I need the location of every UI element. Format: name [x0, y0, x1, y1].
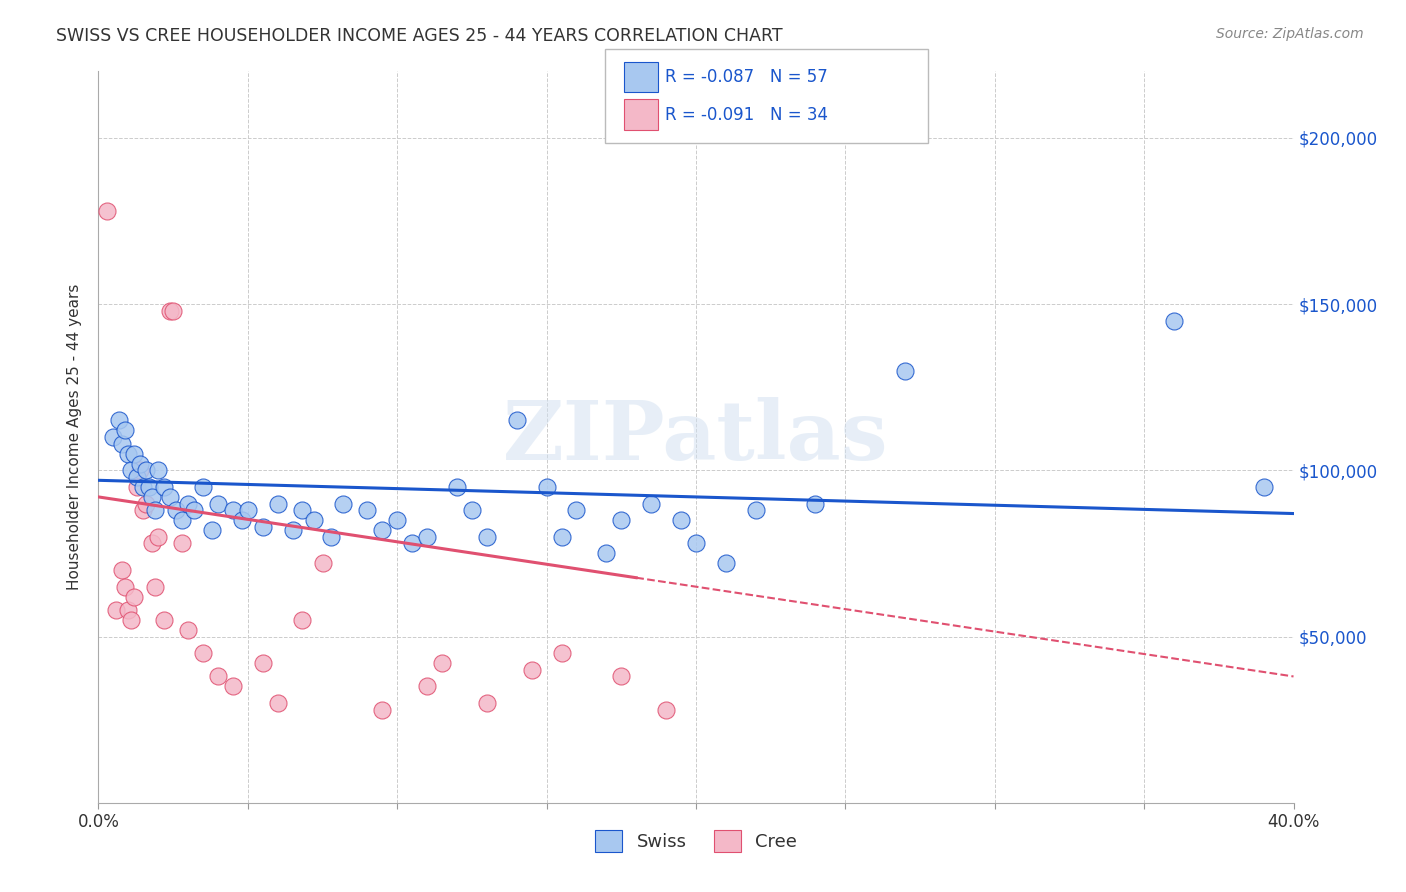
Point	[291, 503, 314, 517]
Point	[108, 413, 131, 427]
Point	[714, 557, 737, 571]
Point	[321, 530, 343, 544]
Point	[236, 503, 259, 517]
Point	[281, 523, 304, 537]
Point	[148, 463, 170, 477]
Text: SWISS VS CREE HOUSEHOLDER INCOME AGES 25 - 44 YEARS CORRELATION CHART: SWISS VS CREE HOUSEHOLDER INCOME AGES 25…	[56, 27, 783, 45]
Point	[117, 603, 139, 617]
Point	[550, 646, 572, 660]
Point	[207, 669, 229, 683]
Point	[332, 497, 354, 511]
Point	[685, 536, 707, 550]
Point	[267, 497, 290, 511]
Point	[745, 503, 768, 517]
Point	[129, 463, 152, 477]
Point	[520, 663, 543, 677]
Point	[127, 480, 149, 494]
Point	[1163, 314, 1185, 328]
Point	[191, 646, 214, 660]
Point	[114, 424, 136, 438]
Point	[117, 447, 139, 461]
Point	[127, 470, 149, 484]
Point	[267, 696, 290, 710]
Point	[201, 523, 224, 537]
Point	[430, 656, 453, 670]
Text: Source: ZipAtlas.com: Source: ZipAtlas.com	[1216, 27, 1364, 41]
Text: R = -0.091   N = 34: R = -0.091 N = 34	[665, 105, 828, 123]
Y-axis label: Householder Income Ages 25 - 44 years: Householder Income Ages 25 - 44 years	[67, 284, 83, 591]
Point	[132, 480, 155, 494]
Point	[416, 530, 439, 544]
Point	[132, 503, 155, 517]
Point	[105, 603, 128, 617]
Legend: Swiss, Cree: Swiss, Cree	[588, 823, 804, 860]
Point	[565, 503, 588, 517]
Point	[894, 363, 917, 377]
Point	[461, 503, 484, 517]
Point	[159, 490, 181, 504]
Point	[207, 497, 229, 511]
Point	[96, 204, 118, 219]
Point	[595, 546, 617, 560]
Point	[804, 497, 827, 511]
Point	[129, 457, 152, 471]
Point	[162, 303, 184, 318]
Point	[222, 503, 245, 517]
Point	[446, 480, 468, 494]
Point	[177, 497, 200, 511]
Point	[252, 656, 274, 670]
Point	[172, 536, 194, 550]
Point	[135, 463, 157, 477]
Point	[536, 480, 558, 494]
Point	[172, 513, 194, 527]
Point	[159, 303, 181, 318]
Point	[103, 430, 125, 444]
Point	[148, 530, 170, 544]
Point	[416, 680, 439, 694]
Point	[138, 480, 160, 494]
Point	[135, 497, 157, 511]
Point	[141, 490, 163, 504]
Point	[165, 503, 187, 517]
Point	[475, 530, 498, 544]
Point	[475, 696, 498, 710]
Point	[401, 536, 423, 550]
Point	[191, 480, 214, 494]
Point	[120, 613, 142, 627]
Point	[655, 703, 678, 717]
Point	[153, 480, 176, 494]
Point	[222, 680, 245, 694]
Point	[111, 563, 134, 577]
Text: R = -0.087   N = 57: R = -0.087 N = 57	[665, 69, 828, 87]
Point	[356, 503, 378, 517]
Point	[252, 520, 274, 534]
Point	[124, 590, 146, 604]
Point	[610, 669, 633, 683]
Point	[506, 413, 529, 427]
Point	[183, 503, 205, 517]
Point	[302, 513, 325, 527]
Point	[1253, 480, 1275, 494]
Text: ZIPatlas: ZIPatlas	[503, 397, 889, 477]
Point	[111, 436, 134, 450]
Point	[141, 536, 163, 550]
Point	[291, 613, 314, 627]
Point	[371, 523, 394, 537]
Point	[385, 513, 409, 527]
Point	[143, 503, 166, 517]
Point	[120, 463, 142, 477]
Point	[610, 513, 633, 527]
Point	[640, 497, 662, 511]
Point	[153, 613, 176, 627]
Point	[143, 580, 166, 594]
Point	[550, 530, 572, 544]
Point	[114, 580, 136, 594]
Point	[231, 513, 253, 527]
Point	[124, 447, 146, 461]
Point	[311, 557, 333, 571]
Point	[371, 703, 394, 717]
Point	[669, 513, 692, 527]
Point	[177, 623, 200, 637]
